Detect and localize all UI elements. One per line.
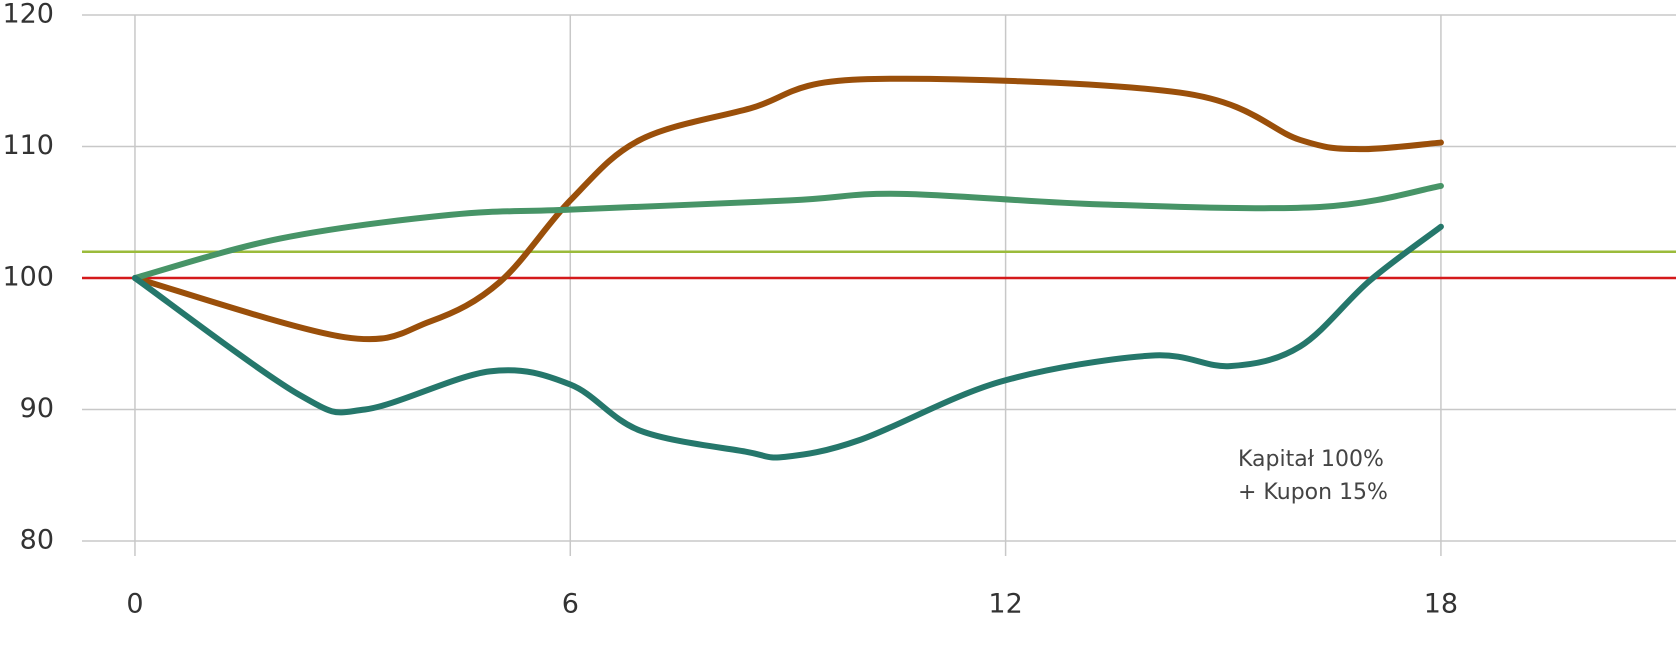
y-tick-label: 80	[20, 525, 54, 556]
y-tick-label: 110	[2, 130, 54, 161]
series-line	[131, 223, 1444, 461]
annotation: + Kupon 15%	[1238, 480, 1388, 505]
x-tick-label: 12	[988, 589, 1022, 620]
series-line	[131, 75, 1444, 343]
grid	[82, 14, 1676, 556]
y-tick-label: 120	[2, 0, 54, 30]
y-tick-label: 90	[20, 393, 54, 424]
x-tick-label: 18	[1424, 589, 1458, 620]
x-tick-label: 0	[126, 589, 143, 620]
series-line	[131, 182, 1444, 281]
x-tick-label: 6	[562, 589, 579, 620]
y-tick-label: 100	[2, 262, 54, 293]
annotation: Kapitał 100%	[1238, 447, 1384, 472]
